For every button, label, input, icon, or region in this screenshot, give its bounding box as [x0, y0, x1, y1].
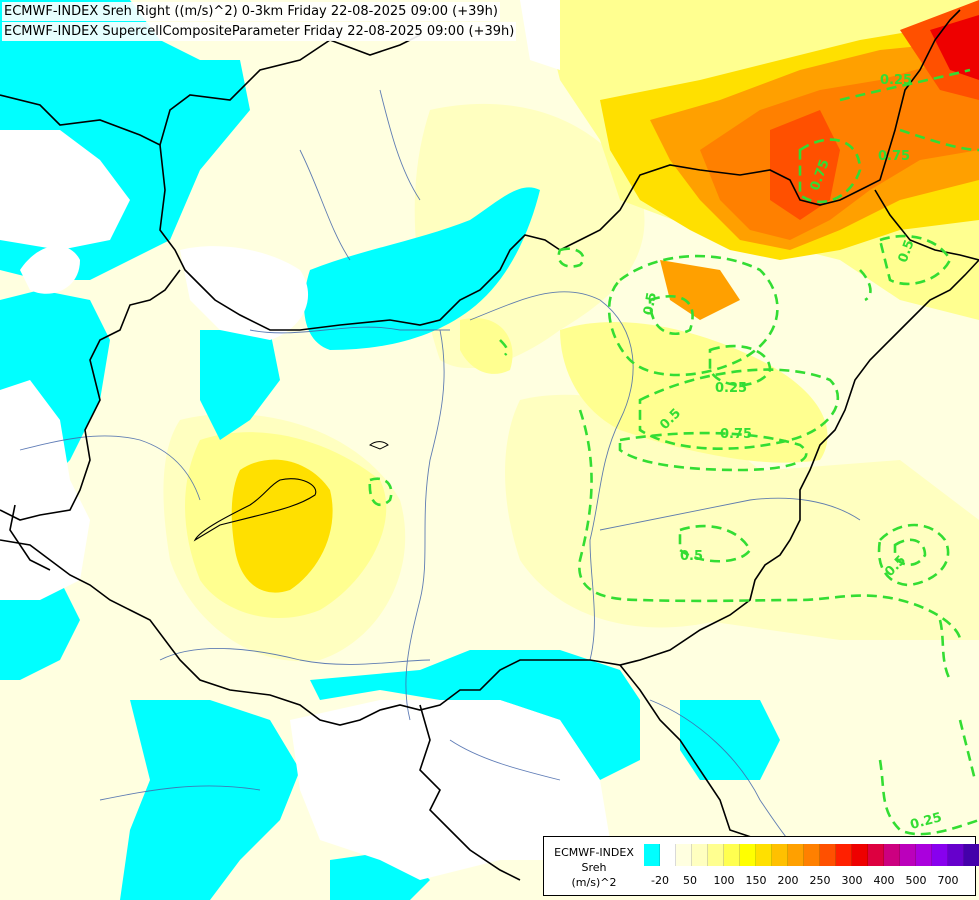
contour-label: 0.5	[641, 291, 660, 316]
legend-label: ECMWF-INDEX Sreh (m/s)^2	[548, 845, 640, 890]
legend-tick-label: 150	[745, 874, 767, 887]
legend-swatch	[884, 844, 900, 866]
contour-label: 0.5	[896, 238, 918, 265]
map-title-sreh: ECMWF-INDEX Sreh Right ((m/s)^2) 0-3km F…	[2, 2, 500, 21]
sreh-fill-white	[0, 0, 610, 880]
legend-swatch	[708, 844, 724, 866]
color-legend: ECMWF-INDEX Sreh (m/s)^2 -20 50 100 150 200 2…	[543, 836, 979, 896]
contour-label: 0.75	[720, 427, 752, 442]
legend-parameter: Sreh	[581, 861, 607, 874]
legend-tick-label: 300	[841, 874, 863, 887]
contour-label: 0.5	[680, 549, 703, 564]
legend-tick-label: 100	[713, 874, 735, 887]
legend-tick-label: 250	[809, 874, 831, 887]
map-title-scp: ECMWF-INDEX SupercellCompositeParameter …	[2, 22, 517, 41]
legend-swatch	[932, 844, 948, 866]
legend-tick-label: 400	[873, 874, 895, 887]
contour-label: 0.75	[878, 149, 910, 164]
legend-swatch	[804, 844, 820, 866]
legend-tick-label: 500	[905, 874, 927, 887]
legend-swatches	[644, 844, 979, 866]
legend-swatch	[900, 844, 916, 866]
legend-tick-label: 50	[683, 874, 697, 887]
legend-swatch	[644, 844, 660, 866]
legend-swatch	[756, 844, 772, 866]
legend-swatch	[788, 844, 804, 866]
legend-tick-label: 200	[777, 874, 799, 887]
contour-label: 0.25	[715, 381, 747, 396]
legend-swatch	[852, 844, 868, 866]
legend-swatch	[948, 844, 964, 866]
legend-swatch	[820, 844, 836, 866]
legend-swatch	[836, 844, 852, 866]
legend-swatch	[724, 844, 740, 866]
legend-tick-label: 700	[937, 874, 959, 887]
legend-model: ECMWF-INDEX	[554, 846, 634, 859]
legend-swatch	[916, 844, 932, 866]
legend-unit: (m/s)^2	[571, 876, 617, 889]
legend-swatch	[964, 844, 979, 866]
legend-swatch	[676, 844, 692, 866]
legend-swatch	[692, 844, 708, 866]
legend-swatch	[660, 844, 676, 866]
legend-swatch	[772, 844, 788, 866]
legend-ticks: -20 50 100 150 200 250 300 400 500 700	[644, 874, 974, 888]
legend-swatch	[868, 844, 884, 866]
legend-tick-label: -20	[651, 874, 669, 887]
legend-swatch	[740, 844, 756, 866]
scp-contours	[368, 68, 979, 836]
contour-label: 0.25	[880, 73, 912, 88]
